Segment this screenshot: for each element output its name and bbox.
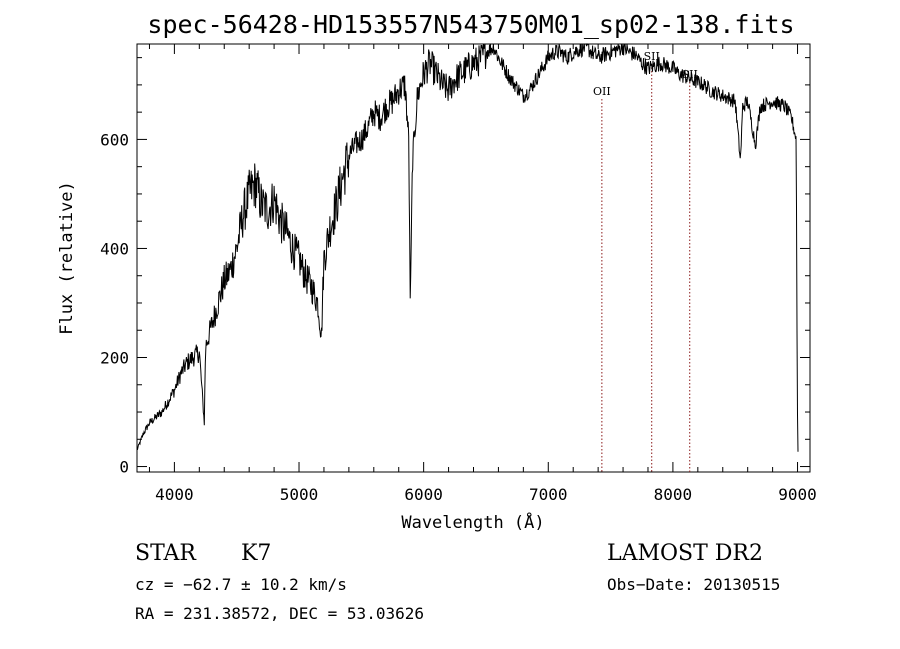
observation-date: Obs−Date: 20130515 — [607, 575, 780, 594]
x-tick-label: 5000 — [280, 485, 319, 504]
x-tick-label: 9000 — [778, 485, 817, 504]
spectrum-series — [136, 43, 799, 452]
object-class: STAR — [135, 541, 197, 566]
coordinates: RA = 231.38572, DEC = 53.03626 — [135, 604, 424, 623]
plot-frame — [136, 43, 811, 473]
y-tick-label: 0 — [119, 458, 129, 477]
y-tick-label: 200 — [100, 349, 129, 368]
x-tick-label: 7000 — [529, 485, 568, 504]
y-axis-label: Flux (relative) — [57, 181, 77, 335]
x-axis-label: Wavelength (Å) — [401, 511, 544, 533]
y-tick-label: 600 — [100, 130, 129, 149]
line-marker-label: SII — [644, 50, 660, 63]
redshift-velocity: cz = −62.7 ± 10.2 km/s — [135, 575, 347, 594]
line-marker-label: OII — [593, 85, 611, 98]
x-tick-label: 4000 — [155, 485, 194, 504]
x-tick-label: 8000 — [654, 485, 693, 504]
spectrum-line — [136, 43, 799, 452]
x-tick-label: 6000 — [404, 485, 443, 504]
chart-title: spec-56428-HD153557N543750M01_sp02-138.f… — [147, 10, 794, 39]
object-subclass: K7 — [241, 541, 271, 566]
y-tick-label: 400 — [100, 239, 129, 258]
axis-ticks: 4000 5000 6000 7000 8000 9000 0 200 400 600 — [100, 44, 817, 504]
survey-name: LAMOST DR2 — [607, 541, 763, 566]
